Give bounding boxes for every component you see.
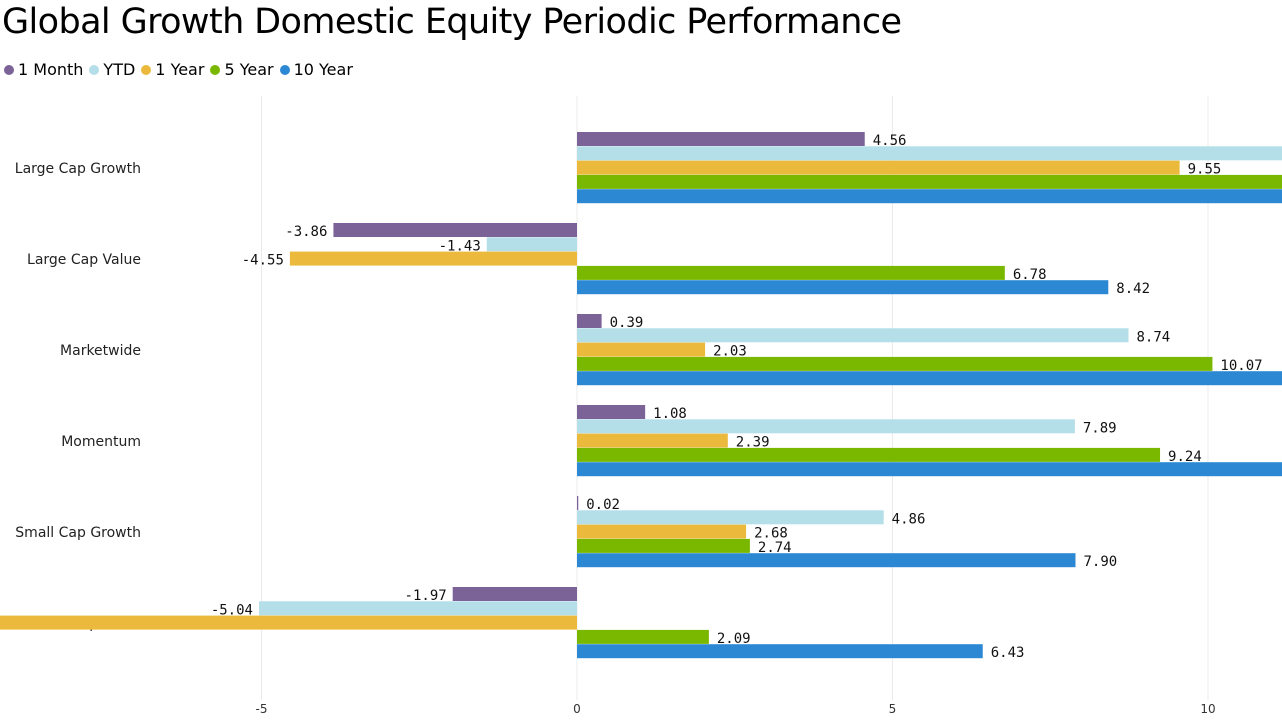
legend-label-10-year: 10 Year — [293, 60, 353, 79]
data-label: 0.39 — [610, 315, 644, 331]
x-axis-ticks: -10-505101520 — [256, 702, 1216, 716]
category-label: Small Cap Growth — [15, 525, 141, 541]
data-label: 2.74 — [758, 540, 792, 556]
bar-1-year-large-cap-value[interactable] — [289, 251, 577, 266]
x-tick-label: 5 — [889, 702, 897, 716]
legend-label-5-year: 5 Year — [224, 60, 274, 79]
bar-1-month-small-cap-value[interactable] — [452, 587, 577, 601]
category-label: Momentum — [61, 434, 141, 450]
legend-swatch-10-year — [279, 64, 290, 75]
legend-swatch-5-year — [210, 64, 221, 75]
data-label: 8.42 — [1116, 281, 1150, 297]
bar-ytd-small-cap-value[interactable] — [258, 601, 577, 616]
legend-swatch-1-month — [4, 64, 14, 75]
data-label: 0.02 — [586, 497, 620, 513]
bar-10-year-momentum[interactable] — [577, 462, 1282, 477]
bar-ytd-marketwide[interactable] — [577, 328, 1129, 343]
bar-1-year-small-cap-value[interactable] — [0, 615, 578, 630]
data-label: 4.86 — [892, 511, 926, 527]
bar-ytd-large-cap-growth[interactable] — [577, 146, 1282, 161]
bar-1-month-small-cap-growth[interactable] — [577, 496, 579, 510]
bar-10-year-large-cap-value[interactable] — [577, 280, 1109, 295]
bar-1-year-marketwide[interactable] — [577, 342, 706, 357]
legend-item-1-month[interactable]: 1 Month — [4, 60, 83, 79]
legend-swatch-ytd — [89, 64, 100, 75]
legend-swatch-1-year — [141, 64, 152, 75]
data-label: -5.04 — [211, 602, 253, 618]
data-label: 9.55 — [1188, 162, 1222, 178]
bar-10-year-marketwide[interactable] — [577, 371, 1282, 386]
category-label: Large Cap Value — [27, 252, 141, 268]
bar-ytd-momentum[interactable] — [577, 419, 1075, 434]
bar-10-year-small-cap-value[interactable] — [577, 644, 983, 659]
data-label: 2.68 — [754, 526, 788, 542]
bar-1-month-large-cap-growth[interactable] — [577, 132, 865, 146]
data-label: 10.07 — [1220, 358, 1262, 374]
legend-label-1-month: 1 Month — [18, 60, 84, 79]
data-label: -1.97 — [405, 588, 447, 604]
legend-label-1-year: 1 Year — [155, 60, 205, 79]
bar-1-month-large-cap-value[interactable] — [333, 223, 577, 237]
bar-ytd-small-cap-growth[interactable] — [577, 510, 884, 525]
legend-label-ytd: YTD — [103, 60, 136, 79]
bar-ytd-large-cap-value[interactable] — [486, 237, 577, 252]
data-label: 2.39 — [736, 435, 770, 451]
bar-5-year-small-cap-value[interactable] — [577, 629, 709, 644]
legend-item-1-year[interactable]: 1 Year — [141, 60, 204, 79]
data-label: -3.86 — [285, 224, 327, 240]
bar-1-month-momentum[interactable] — [577, 405, 646, 419]
bar-1-year-small-cap-growth[interactable] — [577, 524, 747, 539]
category-label: Large Cap Growth — [15, 161, 141, 177]
data-label: 2.03 — [713, 344, 747, 360]
data-label: 7.89 — [1083, 420, 1117, 436]
data-label: -1.43 — [439, 238, 481, 254]
data-label: 7.90 — [1083, 554, 1117, 570]
data-label: 9.24 — [1168, 449, 1202, 465]
category-labels: Large Cap Growth Large Cap Value Marketwid… — [15, 161, 141, 632]
bars — [0, 132, 1282, 659]
legend: 1 Month YTD 1 Year 5 Year 10 Year — [4, 60, 359, 79]
bar-1-year-large-cap-growth[interactable] — [577, 160, 1180, 175]
legend-item-10-year[interactable]: 10 Year — [279, 60, 353, 79]
data-label: 6.43 — [991, 645, 1025, 661]
bar-5-year-marketwide[interactable] — [577, 356, 1213, 371]
bar-10-year-small-cap-growth[interactable] — [577, 553, 1076, 568]
data-label: 4.56 — [873, 133, 907, 149]
legend-item-5-year[interactable]: 5 Year — [210, 60, 274, 79]
category-label: Marketwide — [60, 343, 141, 359]
data-label: 1.08 — [653, 406, 687, 422]
data-label: 8.74 — [1136, 329, 1170, 345]
legend-item-ytd[interactable]: YTD — [89, 60, 135, 79]
data-label: 2.09 — [717, 631, 751, 647]
bar-5-year-large-cap-growth[interactable] — [577, 174, 1282, 189]
bar-5-year-small-cap-growth[interactable] — [577, 538, 750, 553]
bar-10-year-large-cap-growth[interactable] — [577, 189, 1282, 204]
bar-1-year-momentum[interactable] — [577, 433, 728, 448]
x-tick-label: 10 — [1200, 702, 1215, 716]
bar-1-month-marketwide[interactable] — [577, 314, 602, 328]
data-labels: 4.5620.769.5513.8414.76-3.86-1.43-4.556.… — [211, 133, 1263, 661]
data-label: -4.55 — [242, 253, 284, 269]
bar-5-year-large-cap-value[interactable] — [577, 265, 1005, 280]
x-tick-label: -5 — [256, 702, 268, 716]
data-label: 6.78 — [1013, 267, 1047, 283]
chart-title: Global Growth Domestic Equity Periodic P… — [2, 2, 902, 42]
x-tick-label: 0 — [573, 702, 581, 716]
bar-5-year-momentum[interactable] — [577, 447, 1161, 462]
